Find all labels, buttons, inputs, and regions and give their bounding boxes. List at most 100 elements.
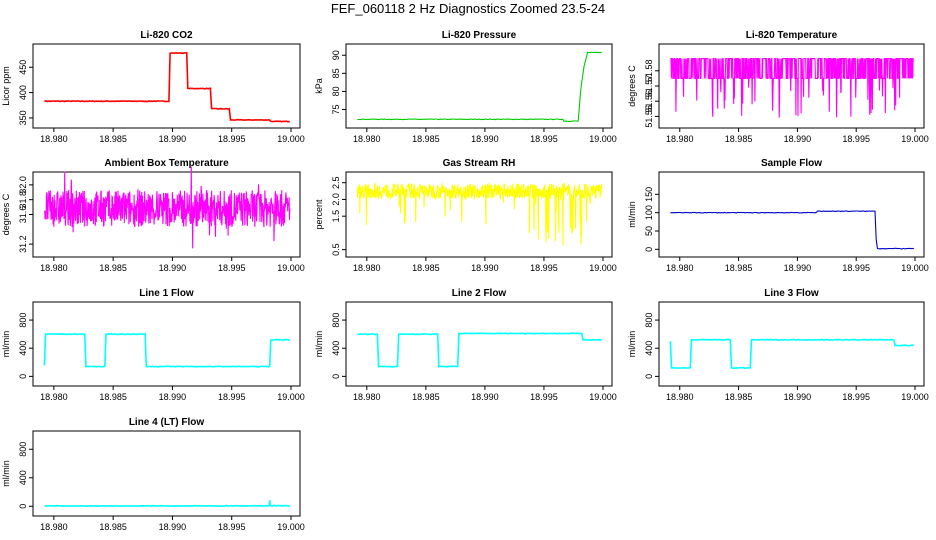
x-tick-label: 18.980 [666,134,694,144]
x-tick-label: 19.000 [901,134,929,144]
y-tick-label: 800 [644,313,654,328]
y-axis-label: kPa [314,78,324,94]
y-tick-label: 800 [331,313,341,328]
y-tick-label: 50 [644,226,654,236]
x-tick-label: 18.995 [218,392,246,402]
panel-5: Gas Stream RH percent 0.5 1.5 2.0 2.5 18.980 18… [314,158,617,273]
x-tick-label: 18.995 [842,392,870,402]
plot-frame [32,43,301,129]
page-title: FEF_060118 2 Hz Diagnostics Zoomed 23.5-… [330,1,606,16]
panel-title: Ambient Box Temperature [104,158,229,169]
x-tick-label: 18.985 [725,263,753,273]
x-tick-label: 18.985 [99,522,127,532]
y-axis-label: ml/min [1,460,11,487]
y-axis-label: ml/min [314,331,324,358]
x-tick-label: 18.990 [471,392,499,402]
panel-10: Line 4 (LT) Flow ml/min 0 400 800 18.980 18.98… [1,417,305,532]
y-tick-label: 51.57 [644,75,654,98]
plot-frame [32,301,301,387]
plot-frame [345,43,613,129]
y-tick-label: 0 [644,247,654,252]
x-tick-label: 18.995 [530,134,558,144]
x-tick-label: 19.000 [277,263,305,273]
panel-6: Sample Flow ml/min 0 50 100 150 18.980 18.985 18… [627,158,929,273]
y-axis-label: degrees C [627,65,637,107]
y-tick-label: 1.5 [331,210,341,223]
series-line [356,182,603,246]
x-tick-label: 18.985 [412,134,440,144]
y-tick-label: 400 [18,341,28,356]
panel-title: Li-820 Temperature [746,30,838,41]
panel-4: Ambient Box Temperature degrees C 31.2 31.6… [1,158,305,273]
x-tick-label: 18.990 [784,134,812,144]
x-tick-label: 18.985 [412,263,440,273]
series-line [43,166,291,249]
x-tick-label: 19.000 [901,392,929,402]
y-tick-label: 400 [18,470,28,485]
panel-title: Line 2 Flow [452,288,507,299]
y-tick-label: 400 [644,341,654,356]
x-tick-label: 18.990 [784,263,812,273]
y-axis-label: Licor ppm [1,66,11,106]
x-tick-label: 18.985 [725,392,753,402]
series-line [44,51,290,123]
x-tick-label: 18.990 [471,263,499,273]
panel-8: Line 2 Flow ml/min 0 400 800 18.980 18.985 18.9… [314,288,617,402]
y-axis-label: ml/min [1,331,11,358]
series-line [670,210,914,250]
y-axis-label: degrees C [1,193,11,235]
x-tick-label: 19.000 [277,522,305,532]
y-tick-label: 2.0 [331,193,341,206]
y-tick-label: 51.58 [644,60,654,83]
x-tick-label: 19.000 [589,263,617,273]
y-tick-label: 400 [18,85,28,100]
plot-frame [32,430,301,517]
y-axis-label: ml/min [627,331,637,358]
x-tick-label: 18.985 [725,134,753,144]
panel-9: Line 3 Flow ml/min 0 400 800 18.980 18.985 18.9… [627,288,929,402]
series-line [357,332,602,368]
y-tick-label: 0 [644,374,654,379]
plot-frame [658,43,925,129]
plot-frame [658,301,925,387]
x-tick-label: 18.990 [159,134,187,144]
x-tick-label: 18.980 [40,392,68,402]
panel-1: Li-820 CO2 Licor ppm 350 400 450 18.980 18.985… [1,30,305,144]
plot-frame [345,171,613,258]
y-tick-label: 0.5 [331,243,341,256]
x-tick-label: 19.000 [901,263,929,273]
x-tick-label: 18.995 [218,134,246,144]
panel-title: Li-820 Pressure [442,30,517,41]
x-tick-label: 18.995 [842,134,870,144]
x-tick-label: 18.980 [353,392,381,402]
x-tick-label: 18.990 [159,263,187,273]
y-tick-label: 150 [644,187,654,202]
y-tick-label: 100 [644,205,654,220]
y-tick-label: 400 [331,341,341,356]
x-tick-label: 19.000 [589,134,617,144]
x-tick-label: 18.985 [412,392,440,402]
y-tick-label: 51.55 [644,105,654,128]
panel-title: Line 3 Flow [764,288,819,299]
x-tick-label: 18.995 [530,392,558,402]
y-tick-label: 31.8 [18,191,28,209]
y-tick-label: 800 [18,313,28,328]
y-axis-label: percent [314,199,324,230]
series-line [44,500,290,508]
y-tick-label: 31.6 [18,206,28,224]
series-line [670,58,914,118]
series-line [357,51,602,122]
x-tick-label: 18.985 [99,392,127,402]
panel-title: Line 1 Flow [139,288,194,299]
y-tick-label: 32.0 [18,176,28,194]
x-tick-label: 18.990 [159,522,187,532]
y-tick-label: 80 [331,86,341,96]
y-tick-label: 800 [18,442,28,457]
y-tick-label: 0 [18,374,28,379]
x-tick-label: 18.995 [218,263,246,273]
x-tick-label: 18.995 [530,263,558,273]
x-tick-label: 18.980 [666,263,694,273]
y-tick-label: 350 [18,110,28,125]
plot-frame [345,301,613,387]
